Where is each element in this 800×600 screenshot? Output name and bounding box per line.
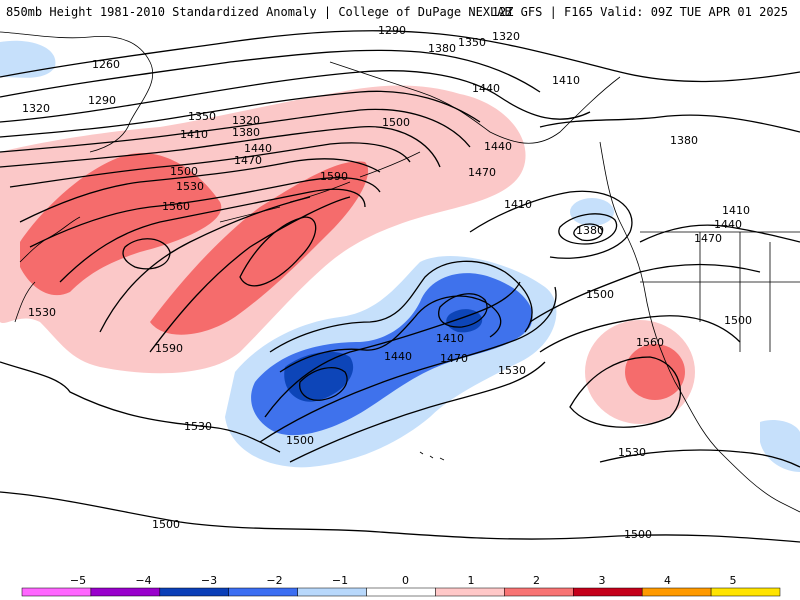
map-header: 850mb Height 1981-2010 Standardized Anom… (0, 0, 800, 22)
contour-label: 1560 (162, 200, 190, 213)
contour-label: 1500 (286, 434, 314, 447)
contour-label: 1470 (468, 166, 496, 179)
colorbar-ticks: −5 −4 −3 −2 −1 0 1 2 3 4 5 (70, 574, 737, 587)
map-title: 850mb Height 1981-2010 Standardized Anom… (6, 5, 512, 19)
contour-label: 1500 (586, 288, 614, 301)
contour-label: 1530 (184, 420, 212, 433)
colorbar-segment (504, 587, 574, 597)
colorbar-tick-label: 5 (730, 574, 737, 587)
colorbar-tick-label: −2 (266, 574, 282, 587)
contour-label: 1350 (188, 110, 216, 123)
contour-label: 1410 (504, 198, 532, 211)
colorbar-segment (159, 587, 229, 597)
contour-label: 1470 (234, 154, 262, 167)
colorbar-segment (573, 587, 643, 597)
contour-label: 1530 (498, 364, 526, 377)
colorbar: −5 −4 −3 −2 −1 0 1 2 3 4 5 (0, 572, 800, 600)
colorbar-segment (297, 587, 367, 597)
contour-label: 1410 (180, 128, 208, 141)
contour-label: 1530 (176, 180, 204, 193)
anomaly-map: 1290 1380 1350 1320 1260 1290 1320 1350 … (0, 24, 800, 543)
colorbar-tick-label: −4 (135, 574, 151, 587)
contour-label: 1350 (458, 36, 486, 49)
contour-label: 1560 (636, 336, 664, 349)
contour-label: 1590 (320, 170, 348, 183)
contour-label: 1380 (232, 126, 260, 139)
colorbar-segment (366, 587, 436, 597)
colorbar-tick-label: 3 (599, 574, 606, 587)
anomaly-shading (0, 40, 800, 472)
colorbar-segment (21, 587, 92, 597)
contour-label: 1440 (472, 82, 500, 95)
contour-label: 1440 (244, 142, 272, 155)
contour-label: 1500 (382, 116, 410, 129)
colorbar-segment (90, 587, 161, 597)
contour-label: 1530 (28, 306, 56, 319)
contour-label: 1260 (92, 58, 120, 71)
colorbar-tick-label: 4 (664, 574, 671, 587)
contour-label: 1320 (492, 30, 520, 43)
height-contours (0, 30, 800, 543)
contour-label: 1590 (155, 342, 183, 355)
colorbar-segment (641, 587, 712, 597)
contour-label: 1290 (378, 24, 406, 37)
contour-label: 1320 (232, 114, 260, 127)
colorbar-tick-label: 2 (533, 574, 540, 587)
contour-label: 1410 (722, 204, 750, 217)
contour-label: 1380 (670, 134, 698, 147)
contour-label: 1440 (384, 350, 412, 363)
contour-label: 1380 (428, 42, 456, 55)
contour-label: 1530 (618, 446, 646, 459)
colorbar-tick-label: −5 (70, 574, 86, 587)
contour-label: 1410 (552, 74, 580, 87)
contour-label: 1500 (170, 165, 198, 178)
contour-label: 1440 (484, 140, 512, 153)
model-run-info: 12Z GFS | F165 Valid: 09Z TUE APR 01 202… (491, 5, 788, 19)
colorbar-graphic: −5 −4 −3 −2 −1 0 1 2 3 4 5 (21, 574, 781, 597)
colorbar-tick-label: 0 (402, 574, 409, 587)
contour-label: 1470 (694, 232, 722, 245)
colorbar-tick-label: −3 (201, 574, 217, 587)
contour-label: 1410 (436, 332, 464, 345)
colorbar-segments (21, 587, 781, 597)
colorbar-segment (228, 587, 298, 597)
contour-label: 1320 (22, 102, 50, 115)
contour-labels: 1290 1380 1350 1320 1260 1290 1320 1350 … (22, 24, 752, 541)
contour-label: 1470 (440, 352, 468, 365)
contour-label: 1500 (624, 528, 652, 541)
coastlines (0, 31, 800, 513)
colorbar-tick-label: −1 (332, 574, 348, 587)
colorbar-segment (435, 587, 505, 597)
contour-label: 1290 (88, 94, 116, 107)
contour-label: 1440 (714, 218, 742, 231)
contour-label: 1500 (724, 314, 752, 327)
colorbar-segment (710, 587, 781, 597)
contour-label: 1380 (576, 224, 604, 237)
colorbar-tick-label: 1 (468, 574, 475, 587)
contour-label: 1500 (152, 518, 180, 531)
